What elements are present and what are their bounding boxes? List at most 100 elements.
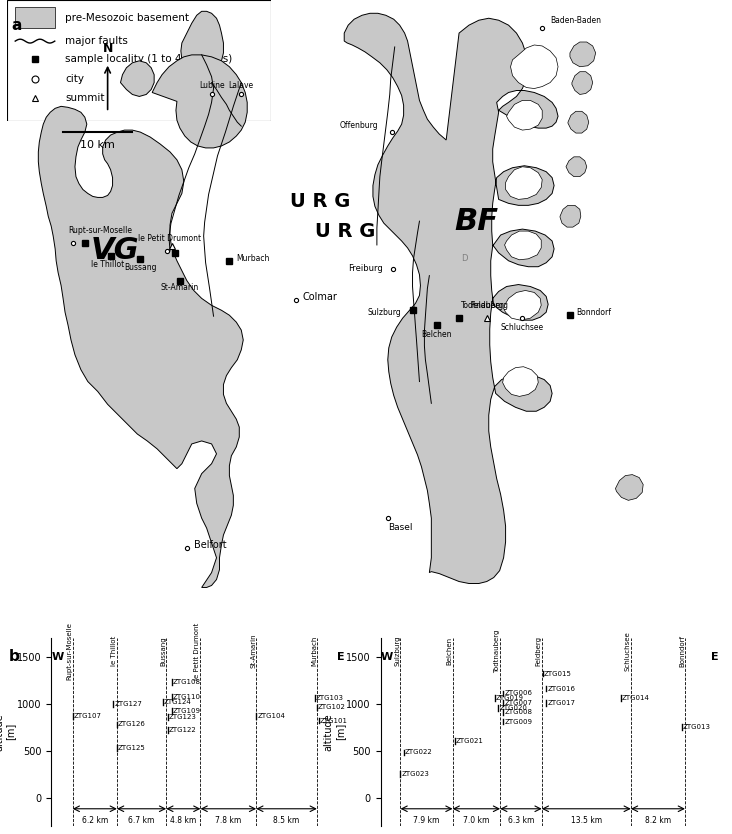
Text: Schluchsee: Schluchsee	[625, 631, 631, 671]
Polygon shape	[121, 61, 154, 97]
Text: ZTG014: ZTG014	[622, 695, 650, 701]
Text: 6.3 km: 6.3 km	[508, 816, 534, 826]
Text: Lalave: Lalave	[228, 81, 254, 89]
Text: Todtnauberg: Todtnauberg	[494, 630, 500, 673]
Text: BF: BF	[455, 207, 499, 236]
Text: le Thillot: le Thillot	[111, 636, 117, 666]
Text: ZTG102: ZTG102	[318, 705, 346, 711]
Polygon shape	[507, 100, 542, 130]
Polygon shape	[344, 13, 558, 584]
Text: N: N	[102, 42, 113, 55]
Text: ZTG109: ZTG109	[173, 708, 201, 714]
Text: W: W	[381, 652, 393, 661]
Text: ZTG126: ZTG126	[118, 721, 146, 727]
Text: le Petit Drumont: le Petit Drumont	[138, 234, 201, 243]
Text: 7.9 km: 7.9 km	[414, 816, 440, 826]
Text: ZTG108: ZTG108	[173, 679, 201, 685]
Polygon shape	[568, 111, 589, 133]
Text: St-Amarin: St-Amarin	[250, 634, 256, 669]
Bar	[15, 8, 55, 28]
Text: E: E	[337, 652, 345, 661]
Text: ZTG015: ZTG015	[544, 671, 572, 676]
Text: Colmar: Colmar	[302, 293, 337, 303]
Text: Sulzburg: Sulzburg	[368, 309, 402, 317]
Text: ZTG007: ZTG007	[504, 700, 532, 706]
Polygon shape	[38, 107, 243, 587]
Text: summit: summit	[65, 93, 105, 103]
Text: ZTG110: ZTG110	[173, 694, 201, 700]
Text: Bussang: Bussang	[160, 636, 166, 666]
Text: Offenburg: Offenburg	[339, 121, 378, 130]
Text: Belfort: Belfort	[194, 540, 226, 550]
Text: 8.2 km: 8.2 km	[645, 816, 671, 826]
Text: Feldberg: Feldberg	[536, 636, 542, 666]
Text: 7.0 km: 7.0 km	[463, 816, 490, 826]
Text: U R G: U R G	[291, 192, 351, 211]
Text: Sulzburg: Sulzburg	[395, 636, 400, 666]
Text: le Petit Drumont: le Petit Drumont	[195, 622, 201, 680]
Text: ZTG103: ZTG103	[315, 695, 344, 701]
Text: ZTG107: ZTG107	[74, 713, 102, 719]
Text: St-Amarin: St-Amarin	[161, 284, 199, 293]
Polygon shape	[181, 12, 223, 81]
Text: ZTG006: ZTG006	[504, 691, 532, 696]
Text: 10 km: 10 km	[81, 140, 115, 150]
Text: VG: VG	[90, 236, 139, 265]
Text: ZTG008: ZTG008	[504, 709, 532, 715]
Polygon shape	[152, 55, 247, 148]
Y-axis label: altitude
[m]: altitude [m]	[0, 713, 15, 751]
Text: 6.2 km: 6.2 km	[82, 816, 108, 826]
Text: ZTG016: ZTG016	[548, 686, 575, 691]
Text: Murbach: Murbach	[236, 254, 269, 263]
Text: ZTG104: ZTG104	[257, 713, 285, 719]
Text: 13.5 km: 13.5 km	[571, 816, 602, 826]
Text: ZTG022: ZTG022	[405, 750, 433, 756]
Text: a: a	[12, 18, 22, 33]
Text: 7.8 km: 7.8 km	[215, 816, 242, 826]
Text: Lubine: Lubine	[199, 81, 225, 89]
Text: D: D	[461, 254, 468, 263]
Text: Rupt-sur-Moselle: Rupt-sur-Moselle	[68, 226, 132, 235]
Text: Bussang: Bussang	[124, 263, 157, 272]
Text: ZTG123: ZTG123	[168, 714, 197, 720]
Text: ZTG021: ZTG021	[455, 738, 483, 744]
Text: ZTG127: ZTG127	[114, 701, 142, 706]
Text: E: E	[711, 652, 718, 661]
Text: ZTG125: ZTG125	[118, 745, 146, 751]
Text: Schluchsee: Schluchsee	[501, 323, 544, 332]
Text: U R G: U R G	[315, 222, 376, 240]
Polygon shape	[566, 157, 587, 177]
Text: Feldberg: Feldberg	[470, 301, 504, 310]
Polygon shape	[572, 72, 593, 94]
Text: ZTG020: ZTG020	[499, 705, 527, 711]
Text: le Thillot: le Thillot	[91, 259, 124, 269]
FancyBboxPatch shape	[7, 0, 271, 121]
Text: Bonndorf: Bonndorf	[576, 309, 611, 317]
Text: ZTG013: ZTG013	[683, 724, 711, 730]
Text: Bonndorf: Bonndorf	[679, 636, 685, 667]
Polygon shape	[570, 42, 596, 67]
Text: 6.7 km: 6.7 km	[128, 816, 154, 826]
Polygon shape	[504, 231, 541, 259]
Text: Belchen: Belchen	[421, 330, 452, 339]
Polygon shape	[506, 167, 542, 199]
Polygon shape	[560, 205, 580, 227]
Text: Basel: Basel	[388, 523, 412, 532]
Text: ZTG122: ZTG122	[168, 727, 196, 733]
Text: Freiburg: Freiburg	[348, 264, 383, 273]
Text: ZTG017: ZTG017	[548, 700, 575, 706]
Text: Rupt-sur-Moselle: Rupt-sur-Moselle	[67, 622, 72, 680]
Text: Todtnauberg: Todtnauberg	[461, 301, 509, 310]
Text: city: city	[65, 73, 84, 83]
Text: ZTG019: ZTG019	[496, 695, 524, 701]
Polygon shape	[510, 45, 558, 88]
Text: ZTG124: ZTG124	[164, 699, 192, 705]
Text: 4.8 km: 4.8 km	[171, 816, 196, 826]
Text: Murbach: Murbach	[311, 636, 317, 666]
Text: ZTG023: ZTG023	[401, 771, 429, 777]
Text: 8.5 km: 8.5 km	[274, 816, 299, 826]
Text: W: W	[51, 652, 64, 661]
Text: ZTG101: ZTG101	[320, 717, 348, 724]
Y-axis label: altitude
[m]: altitude [m]	[324, 713, 345, 751]
Text: sample locality (1 to 4 samples): sample locality (1 to 4 samples)	[65, 54, 233, 64]
